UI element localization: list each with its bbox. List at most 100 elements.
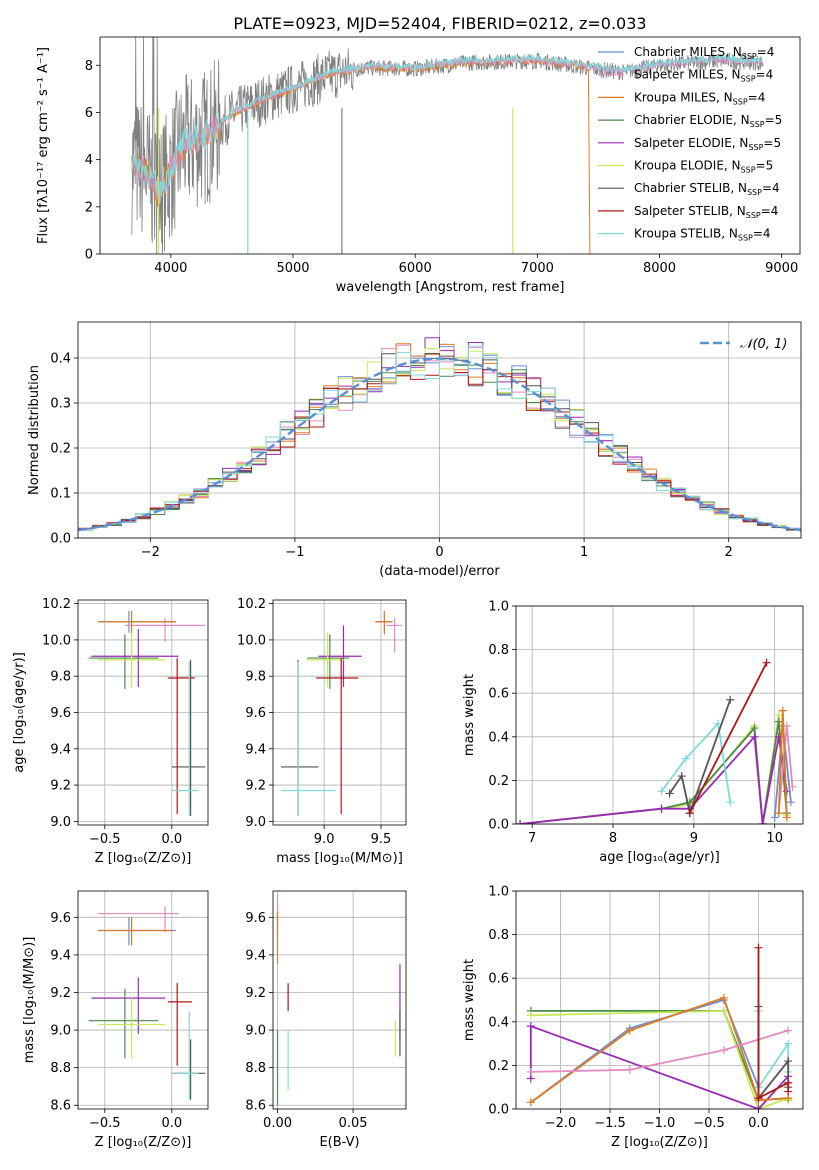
mass-weight-line [668, 699, 732, 817]
legend-label-sub: SSP [747, 188, 762, 197]
legend-label-sub: SSP [750, 120, 765, 129]
legend-label-sub: SSP [746, 211, 761, 220]
x-axis-label: wavelength [Angstrom, rest frame] [336, 280, 565, 295]
x-axis-label: E(B-V) [319, 1135, 359, 1150]
x-tick-label: 7000 [521, 261, 554, 276]
mass-weight-marker [762, 658, 771, 667]
y-tick-label: 10.0 [237, 633, 266, 648]
legend-label-text: Chabrier ELODIE, N [634, 113, 750, 127]
y-axis-label: age [log₁₀(age/yr)] [12, 652, 27, 773]
y-tick-label: 8 [85, 59, 93, 74]
mass-weight-marker [657, 804, 666, 813]
weight_vs_z-plot-area [526, 943, 793, 1109]
x-axis-label: Z [log₁₀(Z/Z⊙)] [611, 1135, 708, 1150]
y-axis-label: mass [log₁₀(M/M⊙)] [22, 937, 37, 1064]
legend-label-suffix: =4 [761, 204, 779, 218]
y-tick-label: 9.8 [50, 670, 71, 685]
mass-weight-marker [719, 1006, 728, 1015]
figure-title: PLATE=0923, MJD=52404, FIBERID=0212, z=0… [233, 14, 646, 33]
legend-label-text: Kroupa ELODIE, N [634, 159, 741, 173]
model-spectrum-line [131, 53, 764, 204]
y-tick-label: 8.6 [50, 1099, 71, 1114]
legend-label-suffix: =5 [765, 113, 783, 127]
legend-label-suffix: =4 [748, 90, 766, 104]
mass-weight-line [519, 714, 788, 824]
weight_vs_age-plot-area [516, 658, 797, 824]
legend-label-sub: SSP [748, 143, 763, 152]
x-tick-label: 5000 [276, 261, 309, 276]
x-tick-label: 0.05 [339, 1116, 368, 1131]
y-tick-label: 9.0 [245, 1024, 266, 1039]
mass-weight-marker [625, 1026, 634, 1035]
mass-weight-marker [778, 706, 787, 715]
legend-label: Kroupa STELIB, NSSP=4 [634, 227, 771, 243]
y-axis-label: Normed distribution [27, 365, 42, 495]
legend-label-text: Salpeter ELODIE, N [634, 136, 748, 150]
legend-label-suffix: =4 [762, 181, 780, 195]
age_vs_z-plot-area [88, 610, 206, 816]
x-tick-label: 9.0 [314, 832, 335, 847]
y-tick-label: 10.2 [42, 597, 71, 612]
mass-weight-marker [719, 1046, 728, 1055]
x-tick-label: 9 [690, 831, 698, 846]
age_vs_mass-plot-area [280, 610, 402, 816]
y-tick-label: 0.2 [488, 774, 509, 789]
axes-frame [272, 599, 407, 826]
x-tick-label: 10 [766, 831, 783, 846]
y-tick-label: 9.6 [50, 706, 71, 721]
y-axis-label: mass weight [462, 959, 477, 1041]
x-tick-label: 2 [725, 545, 733, 560]
x-axis-label: Z [log₁₀(Z/Z⊙)] [95, 1135, 192, 1150]
y-axis-label: Flux [fλ10⁻¹⁷ erg cm⁻² s⁻¹ A⁻¹] [36, 47, 51, 244]
x-tick-label: −0.5 [89, 832, 121, 847]
mass-weight-marker [719, 993, 728, 1002]
mass-weight-marker [726, 798, 735, 807]
y-axis-label: mass weight [462, 674, 477, 756]
x-tick-label: 7 [528, 831, 536, 846]
mass-weight-marker [685, 809, 694, 818]
axes-frame [272, 890, 407, 1110]
y-tick-label: 0.0 [488, 1103, 509, 1118]
y-tick-label: 10.2 [237, 597, 266, 612]
mass-weight-marker [786, 798, 795, 807]
x-tick-label: 0.00 [263, 1116, 292, 1131]
y-tick-label: 9.4 [245, 742, 266, 757]
legend-label: Chabrier STELIB, NSSP=4 [634, 181, 780, 197]
y-tick-label: 0.1 [50, 487, 71, 502]
x-axis-label: mass [log₁₀(M/M⊙)] [276, 851, 403, 866]
y-tick-label: 0.0 [50, 532, 71, 547]
legend-label-sub: SSP [733, 97, 748, 106]
mass-weight-marker [677, 772, 686, 781]
mass-weight-marker [754, 1105, 763, 1109]
x-axis-label: age [log₁₀(age/yr)] [599, 850, 720, 865]
x-tick-label: 6000 [399, 261, 432, 276]
mass_vs_ebv-plot-area [276, 894, 401, 1106]
mass-weight-line [660, 721, 732, 803]
axes-frame [515, 890, 804, 1110]
mass-weight-line [688, 662, 768, 814]
mass-weight-marker [784, 1026, 793, 1035]
y-tick-label: 0.8 [488, 928, 509, 943]
legend-label-suffix: =5 [763, 136, 781, 150]
y-tick-label: 9.2 [50, 779, 71, 794]
x-tick-label: −1.0 [644, 1116, 676, 1131]
mass-weight-marker [774, 717, 783, 726]
x-tick-label: 9.5 [371, 832, 392, 847]
x-tick-label: 0.0 [748, 1116, 769, 1131]
legend-label: Chabrier ELODIE, NSSP=5 [634, 113, 782, 129]
legend-label-text: Chabrier MILES, N [634, 45, 742, 59]
x-tick-label: −1.5 [594, 1116, 626, 1131]
y-tick-label: 9.2 [245, 779, 266, 794]
y-tick-label: 9.6 [245, 706, 266, 721]
x-tick-label: 8000 [643, 261, 676, 276]
mass-weight-marker [750, 724, 759, 733]
legend-label-suffix: =4 [756, 68, 774, 82]
mass-weight-line [530, 1029, 789, 1073]
x-tick-label: 0.0 [161, 832, 182, 847]
y-tick-label: 9.6 [50, 911, 71, 926]
x-tick-label: −0.5 [89, 1116, 121, 1131]
legend-label-suffix: =4 [753, 227, 771, 241]
x-tick-label: −0.5 [693, 1116, 725, 1131]
legend-label-suffix: =5 [756, 159, 774, 173]
mass-weight-marker [750, 732, 759, 741]
